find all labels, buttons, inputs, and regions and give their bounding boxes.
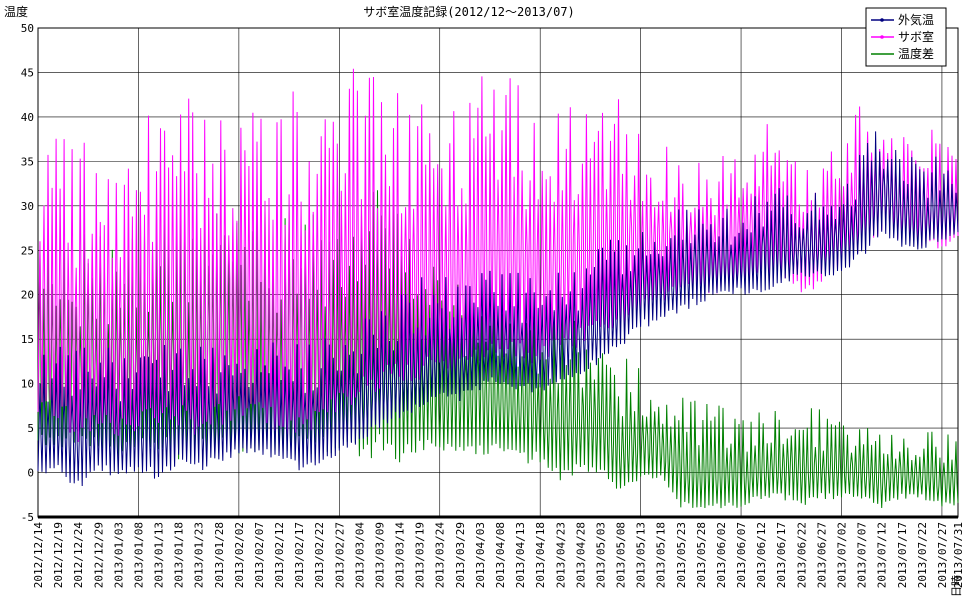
x-tick-label: 2013/07/12 — [876, 522, 889, 588]
x-tick-label: 2013/01/23 — [193, 522, 206, 588]
x-tick-label: 2013/06/27 — [815, 522, 828, 588]
x-tick-label: 2013/05/03 — [594, 522, 607, 588]
x-tick-label: 2013/07/17 — [896, 522, 909, 588]
y-ticks: -5 0 5 10 15 20 25 30 35 40 45 50 — [21, 22, 34, 524]
x-tick-label: 2013/02/12 — [273, 522, 286, 588]
y-tick-label: 45 — [21, 66, 34, 79]
y-tick-label: 25 — [21, 244, 34, 257]
legend-marker — [880, 18, 884, 22]
x-tick-label: 2013/06/12 — [755, 522, 768, 588]
x-tick-label: 2012/12/14 — [32, 522, 45, 589]
y-tick-label: 30 — [21, 200, 34, 213]
x-tick-label: 2013/06/22 — [795, 522, 808, 588]
x-tick-label: 2013/04/03 — [474, 522, 487, 588]
x-tick-label: 2013/07/22 — [916, 522, 929, 588]
x-tick-label: 2013/02/22 — [313, 522, 326, 588]
x-ticks: 2012/12/14 2012/12/19 2012/12/24 2012/12/29… — [32, 522, 962, 589]
x-tick-label: 2013/06/07 — [735, 522, 748, 588]
legend-label: サボ室 — [898, 29, 934, 44]
x-tick-label: 2013/05/18 — [655, 522, 668, 588]
x-tick-label: 2013/01/28 — [213, 522, 226, 588]
x-tick-label: 2013/06/02 — [715, 522, 728, 588]
x-tick-label: 2012/12/19 — [52, 522, 65, 588]
x-tick-label: 2013/03/29 — [454, 522, 467, 588]
x-tick-label: 2013/07/07 — [856, 522, 869, 588]
y-tick-label: 15 — [21, 333, 34, 346]
x-tick-label: 2013/05/23 — [675, 522, 688, 588]
x-tick-label: 2013/02/07 — [253, 522, 266, 588]
x-tick-label: 2013/04/08 — [494, 522, 507, 588]
y-tick-label: 20 — [21, 289, 34, 302]
x-tick-label: 2013/04/13 — [514, 522, 527, 588]
x-tick-label: 2013/01/18 — [173, 522, 186, 588]
x-tick-label: 2013/02/17 — [293, 522, 306, 588]
x-tick-label: 2013/05/08 — [615, 522, 628, 588]
x-tick-label: 2013/03/14 — [394, 522, 407, 589]
y-tick-label: 35 — [21, 155, 34, 168]
chart-title: サボ室温度記録(2012/12～2013/07) — [363, 4, 575, 19]
x-tick-label: 2013/05/28 — [695, 522, 708, 588]
x-tick-label: 2013/01/13 — [153, 522, 166, 588]
series-layer — [37, 68, 959, 509]
x-tick-label: 2012/12/29 — [92, 522, 105, 588]
x-tick-label: 2013/07/31 — [952, 522, 962, 588]
x-tick-label: 2013/02/27 — [333, 522, 346, 588]
x-tick-label: 2013/03/24 — [434, 522, 447, 589]
series-line-0 — [37, 131, 959, 487]
legend-marker — [880, 35, 884, 39]
x-tick-label: 2013/03/09 — [373, 522, 386, 588]
x-tick-label: 2013/04/18 — [534, 522, 547, 588]
x-tick-label: 2013/04/23 — [554, 522, 567, 588]
x-tick-label: 2013/05/13 — [635, 522, 648, 588]
legend-label: 外気温 — [898, 12, 934, 27]
y-tick-label: 10 — [21, 378, 34, 391]
y-tick-label: -5 — [21, 511, 34, 524]
x-tick-label: 2013/01/08 — [132, 522, 145, 588]
y-tick-label: 0 — [27, 467, 34, 480]
x-axis-label: 日時 — [950, 575, 962, 597]
y-axis-label: 温度 — [4, 4, 28, 19]
x-tick-label: 2013/04/28 — [574, 522, 587, 588]
x-tick-label: 2013/07/02 — [835, 522, 848, 588]
x-tick-label: 2012/12/24 — [72, 522, 85, 589]
y-tick-label: 40 — [21, 111, 34, 124]
x-tick-label: 2013/01/03 — [112, 522, 125, 588]
y-tick-label: 50 — [21, 22, 34, 35]
x-tick-label: 2013/07/27 — [936, 522, 949, 588]
legend-label: 温度差 — [898, 46, 934, 61]
x-tick-label: 2013/02/02 — [233, 522, 246, 588]
y-tick-label: 5 — [27, 422, 34, 435]
x-tick-label: 2013/03/19 — [414, 522, 427, 588]
x-tick-label: 2013/03/04 — [353, 522, 366, 589]
x-tick-label: 2013/06/17 — [775, 522, 788, 588]
